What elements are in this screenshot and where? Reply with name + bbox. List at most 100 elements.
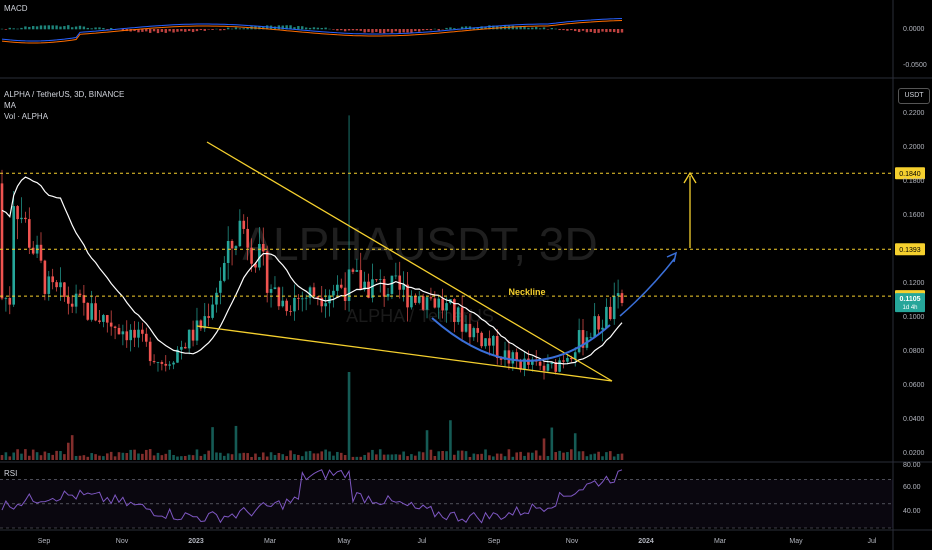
currency-selector[interactable]: USDT bbox=[898, 88, 930, 104]
time-tick-label: Mar bbox=[714, 538, 727, 545]
macd-histogram-bar bbox=[371, 29, 374, 33]
macd-histogram-bar bbox=[230, 28, 234, 30]
price-tick-label: 0.0800 bbox=[903, 348, 925, 355]
macd-histogram-bar bbox=[24, 26, 27, 30]
macd-histogram-bar bbox=[70, 27, 74, 30]
volume-bar bbox=[24, 449, 27, 460]
macd-histogram-bar bbox=[82, 26, 86, 30]
symbol-title[interactable]: ALPHA / TetherUS, 3D, BINANCE bbox=[4, 90, 125, 99]
volume-bar bbox=[378, 449, 382, 460]
macd-histogram-bar bbox=[312, 27, 316, 30]
candle-body bbox=[113, 326, 117, 328]
volume-bar bbox=[281, 454, 285, 460]
macd-histogram-bar bbox=[145, 29, 148, 32]
macd-histogram-bar bbox=[67, 25, 70, 30]
volume-bar bbox=[417, 451, 421, 460]
candle-body bbox=[180, 346, 183, 350]
macd-histogram-bar bbox=[234, 27, 238, 30]
volume-bar bbox=[148, 449, 152, 460]
volume-bar bbox=[219, 452, 222, 460]
volume-bar bbox=[70, 435, 74, 460]
macd-histogram-bar bbox=[566, 29, 569, 31]
macd-histogram-bar bbox=[289, 25, 292, 30]
macd-histogram-bar bbox=[281, 25, 284, 30]
candle-countdown: 1d 4h bbox=[902, 305, 917, 311]
macd-histogram-bar bbox=[484, 26, 487, 30]
volume-bar bbox=[449, 420, 452, 460]
current-price-value: 0.1105 bbox=[899, 296, 920, 303]
volume-bar bbox=[168, 449, 171, 460]
volume-bar bbox=[367, 452, 370, 460]
volume-bar bbox=[39, 455, 43, 460]
macd-histogram-bar bbox=[347, 29, 351, 31]
candle-body bbox=[242, 220, 246, 229]
volume-bar bbox=[410, 454, 413, 460]
volume-bar bbox=[20, 453, 23, 460]
candle-body bbox=[4, 297, 8, 299]
candle-body bbox=[324, 303, 327, 307]
candle-body bbox=[597, 316, 600, 330]
candle-body bbox=[125, 331, 129, 341]
candle-body bbox=[605, 306, 608, 328]
macd-line bbox=[1, 18, 623, 42]
macd-histogram-bar bbox=[94, 27, 97, 30]
neckline-box bbox=[505, 286, 549, 298]
candle-body bbox=[152, 361, 156, 363]
candle-body bbox=[277, 287, 281, 307]
candle-body bbox=[39, 244, 43, 261]
candle-body bbox=[577, 330, 581, 353]
macd-histogram-bar bbox=[293, 27, 296, 30]
candle-body bbox=[320, 297, 324, 307]
macd-histogram-bar bbox=[141, 29, 144, 32]
volume-bar bbox=[425, 430, 429, 460]
macd-histogram-bar bbox=[613, 29, 616, 33]
volume-bar bbox=[82, 455, 86, 460]
volume-bar bbox=[542, 438, 546, 460]
time-tick-label: Sep bbox=[488, 538, 501, 545]
volume-bars bbox=[0, 372, 624, 460]
volume-bar bbox=[180, 456, 183, 460]
candle-body bbox=[137, 329, 140, 338]
macd-histogram-bar bbox=[219, 29, 222, 31]
candle-body bbox=[347, 269, 351, 301]
candle-body bbox=[531, 359, 534, 365]
volume-bar bbox=[476, 454, 480, 460]
volume-legend[interactable]: Vol · ALPHA bbox=[4, 112, 49, 121]
macd-histogram-bar bbox=[488, 25, 491, 30]
volume-bar bbox=[332, 455, 335, 460]
candle-body bbox=[620, 293, 624, 303]
volume-bar bbox=[47, 453, 51, 460]
candle-body bbox=[375, 279, 378, 281]
candle-body bbox=[133, 329, 136, 338]
macd-histogram-bar bbox=[382, 29, 386, 34]
volume-bar bbox=[31, 449, 35, 460]
candle-body bbox=[168, 364, 171, 366]
volume-bar bbox=[609, 451, 612, 460]
volume-bar bbox=[35, 452, 39, 460]
price-tick-label: 0.1800 bbox=[903, 178, 925, 185]
candle-body bbox=[20, 217, 23, 220]
price-tick-label: 0.1000 bbox=[903, 314, 925, 321]
volume-bar bbox=[554, 452, 558, 460]
price-level-label: 0.1393 bbox=[899, 247, 921, 254]
candle-body bbox=[499, 358, 503, 360]
price-tick-label: 0.1600 bbox=[903, 212, 925, 219]
macd-histogram-bar bbox=[203, 29, 206, 31]
volume-bar bbox=[156, 452, 160, 460]
macd-histogram-bar bbox=[301, 26, 304, 30]
volume-bar bbox=[527, 452, 530, 460]
volume-bar bbox=[117, 452, 121, 460]
volume-bar bbox=[441, 450, 444, 460]
macd-histogram-bar bbox=[59, 26, 62, 30]
candle-body bbox=[433, 298, 437, 308]
macd-histogram-bar bbox=[28, 26, 31, 30]
ma-legend[interactable]: MA bbox=[4, 101, 16, 110]
rsi-label[interactable]: RSI bbox=[4, 469, 18, 478]
candle-body bbox=[523, 358, 526, 370]
time-tick-label: Jul bbox=[868, 538, 877, 545]
candle-body bbox=[464, 323, 468, 332]
candle-body bbox=[581, 330, 585, 348]
volume-bar bbox=[230, 454, 234, 460]
